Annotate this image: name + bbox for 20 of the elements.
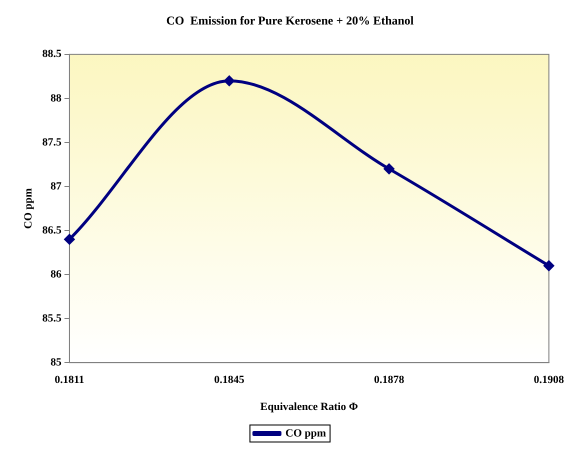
- x-tick-label: 0.1811: [54, 374, 84, 386]
- chart-title: CO Emission for Pure Kerosene + 20% Ethanol: [166, 13, 414, 28]
- point: [64, 234, 75, 245]
- y-tick-label: 87.5: [42, 136, 62, 148]
- y-tick-label: 87: [50, 180, 62, 192]
- x-tick-label: 0.1908: [534, 374, 564, 386]
- point: [224, 75, 235, 86]
- x-tick-label: 0.1878: [374, 374, 405, 386]
- y-tick-label: 88.5: [42, 48, 62, 60]
- x-tick-label: 0.1845: [214, 374, 245, 386]
- y-tick-label: 88: [50, 92, 62, 104]
- legend-label: CO ppm: [285, 427, 326, 440]
- point: [543, 260, 554, 272]
- y-axis-title: CO ppm: [22, 188, 34, 229]
- y-tick-label: 86.5: [42, 224, 62, 236]
- y-tick-label: 85.5: [42, 312, 62, 324]
- y-tick-label: 86: [50, 268, 62, 280]
- point: [384, 163, 395, 174]
- x-axis-title: Equivalence Ratio Φ: [260, 401, 358, 414]
- y-tick-label: 85: [50, 356, 62, 368]
